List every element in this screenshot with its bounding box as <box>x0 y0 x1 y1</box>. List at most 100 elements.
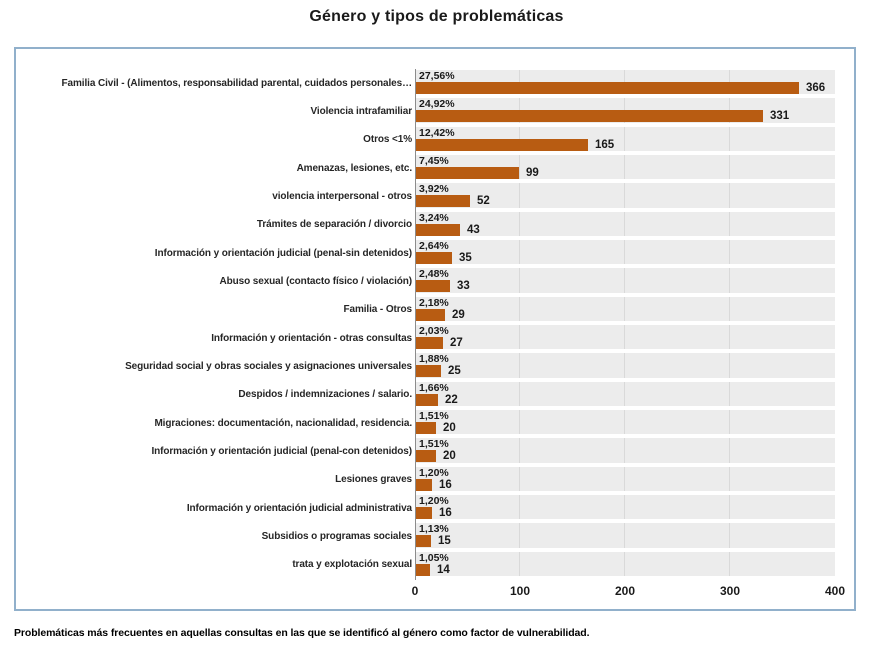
category-label-cell: Subsidios o programas sociales <box>16 522 415 550</box>
value-label: 35 <box>459 251 472 264</box>
category-label: trata y explotación sexual <box>292 559 412 571</box>
bar-row: Despidos / indemnizaciones / salario. 1,6… <box>16 381 835 409</box>
category-label: Migraciones: documentación, nacionalidad… <box>154 417 412 429</box>
category-label-cell: Amenazas, lesiones, etc. <box>16 154 415 182</box>
bar-row: Amenazas, lesiones, etc. 7,45% 99 <box>16 154 835 182</box>
bar <box>415 421 436 434</box>
bar-row: Lesiones graves 1,20% 16 <box>16 466 835 494</box>
chart-frame: Familia Civil - (Alimentos, responsabili… <box>14 47 856 611</box>
percent-label: 1,88% <box>419 353 449 366</box>
bar-row: Abuso sexual (contacto físico / violació… <box>16 267 835 295</box>
bar-row: Información y orientación - otras consul… <box>16 324 835 352</box>
bar <box>415 280 450 293</box>
percent-label: 1,20% <box>419 494 449 507</box>
plot-cell: 3,24% 43 <box>415 211 835 239</box>
plot-cell: 1,05% 14 <box>415 551 835 579</box>
category-label-cell: violencia interpersonal - otros <box>16 182 415 210</box>
category-label: Seguridad social y obras sociales y asig… <box>125 360 412 372</box>
x-tick-label: 300 <box>719 584 741 598</box>
category-label: Información y orientación judicial admin… <box>186 502 412 514</box>
bar <box>415 535 431 548</box>
percent-label: 2,64% <box>419 239 449 252</box>
category-label-cell: Trámites de separación / divorcio <box>16 211 415 239</box>
bar <box>415 195 470 208</box>
percent-label: 7,45% <box>419 154 449 167</box>
bar <box>415 336 443 349</box>
category-label-cell: Lesiones graves <box>16 466 415 494</box>
bar <box>415 365 441 378</box>
value-label: 14 <box>437 563 450 576</box>
value-label: 331 <box>770 110 790 123</box>
category-label-cell: Seguridad social y obras sociales y asig… <box>16 352 415 380</box>
category-label-cell: Despidos / indemnizaciones / salario. <box>16 381 415 409</box>
percent-label: 24,92% <box>419 98 455 111</box>
value-label: 33 <box>457 280 470 293</box>
value-label: 366 <box>806 82 826 94</box>
category-label: Lesiones graves <box>335 474 412 486</box>
row-band <box>415 438 835 463</box>
plot-cell: 12,42% 165 <box>415 126 835 154</box>
category-label: Subsidios o programas sociales <box>261 530 412 542</box>
plot-cell: 2,18% 29 <box>415 296 835 324</box>
category-label-cell: Violencia intrafamiliar <box>16 97 415 125</box>
value-label: 52 <box>477 195 490 208</box>
value-label: 16 <box>439 506 452 519</box>
bar-row: Subsidios o programas sociales 1,13% 15 <box>16 522 835 550</box>
percent-label: 2,18% <box>419 296 449 309</box>
value-label: 15 <box>438 535 451 548</box>
plot-cell: 27,56% 366 <box>415 69 835 97</box>
row-band <box>415 211 835 236</box>
row-band <box>415 324 835 350</box>
category-label-cell: Información y orientación - otras consul… <box>16 324 415 352</box>
category-label: Información y orientación judicial (pena… <box>154 247 412 259</box>
bar-row: Familia Civil - (Alimentos, responsabili… <box>16 69 835 97</box>
category-label: Violencia intrafamiliar <box>310 105 413 117</box>
value-label: 27 <box>450 336 463 349</box>
bar-row: violencia interpersonal - otros 3,92% 52 <box>16 182 835 210</box>
category-label-cell: Otros <1% <box>16 126 415 154</box>
percent-label: 2,48% <box>419 268 449 281</box>
percent-label: 1,20% <box>419 466 449 479</box>
plot-cell: 7,45% 99 <box>415 154 835 182</box>
category-label: Otros <1% <box>363 134 412 146</box>
bar <box>415 223 460 236</box>
category-label: Amenazas, lesiones, etc. <box>296 162 413 174</box>
x-tick-label: 100 <box>509 584 531 598</box>
percent-label: 1,51% <box>419 409 449 422</box>
category-label-cell: Familia Civil - (Alimentos, responsabili… <box>16 69 415 97</box>
category-label-cell: Información y orientación judicial (pena… <box>16 437 415 465</box>
bar <box>415 166 519 179</box>
category-label: Despidos / indemnizaciones / salario. <box>238 389 412 401</box>
percent-label: 27,56% <box>419 70 455 82</box>
bar <box>415 110 763 123</box>
value-label: 29 <box>452 308 465 321</box>
plot-cell: 3,92% 52 <box>415 182 835 210</box>
bar-row: trata y explotación sexual 1,05% 14 <box>16 551 835 579</box>
bar-row: Información y orientación judicial admin… <box>16 494 835 522</box>
bar-row: Seguridad social y obras sociales y asig… <box>16 352 835 380</box>
bar-row: Otros <1% 12,42% 165 <box>16 126 835 154</box>
bar-row: Información y orientación judicial (pena… <box>16 437 835 465</box>
category-label-cell: Familia - Otros <box>16 296 415 324</box>
category-label: Abuso sexual (contacto físico / violació… <box>219 275 412 287</box>
value-label: 22 <box>445 393 458 406</box>
row-band <box>415 381 835 406</box>
category-label-cell: Abuso sexual (contacto físico / violació… <box>16 267 415 295</box>
percent-label: 2,03% <box>419 324 449 337</box>
category-label: Familia - Otros <box>343 304 412 316</box>
plot-cell: 2,48% 33 <box>415 267 835 295</box>
category-label-cell: Migraciones: documentación, nacionalidad… <box>16 409 415 437</box>
percent-label: 1,66% <box>419 381 449 394</box>
bar-row: Información y orientación judicial (pena… <box>16 239 835 267</box>
x-tick-label: 200 <box>614 584 636 598</box>
category-label: Familia Civil - (Alimentos, responsabili… <box>61 77 413 89</box>
chart-footnote: Problemáticas más frecuentes en aquellas… <box>14 627 590 639</box>
plot-cell: 2,64% 35 <box>415 239 835 267</box>
category-label: Información y orientación - otras consul… <box>211 332 412 344</box>
bar-row: Migraciones: documentación, nacionalidad… <box>16 409 835 437</box>
bar <box>415 82 799 94</box>
percent-label: 1,13% <box>419 523 449 536</box>
plot-cell: 1,20% 16 <box>415 494 835 522</box>
bar <box>415 308 445 321</box>
bar <box>415 450 436 463</box>
